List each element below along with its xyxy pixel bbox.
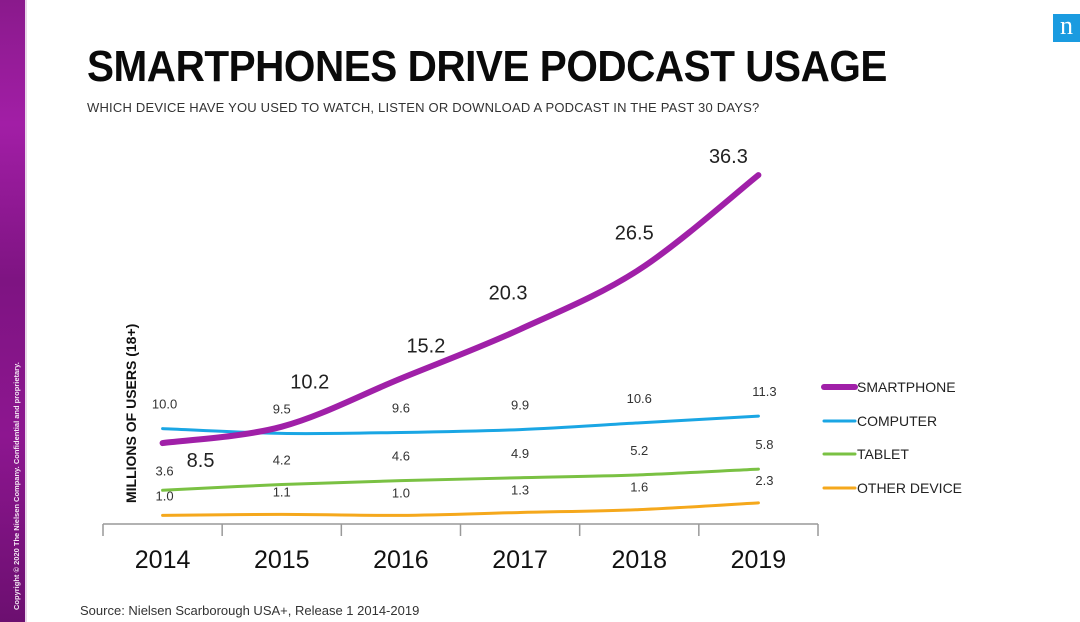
data-label-other-device: 1.0 <box>392 485 410 500</box>
x-tick-label: 2019 <box>731 546 787 574</box>
data-label-smartphone: 10.2 <box>290 372 329 394</box>
data-label-smartphone: 26.5 <box>615 223 654 245</box>
data-label-other-device: 1.6 <box>630 480 648 495</box>
x-tick-label: 2014 <box>135 546 191 574</box>
x-tick-label: 2016 <box>373 546 429 574</box>
data-label-other-device: 2.3 <box>755 473 773 488</box>
data-label-tablet: 4.6 <box>392 449 410 464</box>
legend-item-other-device: OTHER DEVICE <box>822 480 962 496</box>
data-label-computer: 11.3 <box>752 384 776 399</box>
x-axis: 2014 2015 2016 2017 2018 2019 <box>102 523 819 574</box>
series-line-computer <box>161 414 760 436</box>
chart-title: SMARTPHONES DRIVE PODCAST USAGE <box>87 42 887 91</box>
data-label-other-device: 1.0 <box>156 488 174 503</box>
data-label-tablet: 4.2 <box>273 453 291 468</box>
y-axis-label: MILLIONS OF USERS (18+) <box>123 324 139 503</box>
data-label-smartphone: 15.2 <box>406 335 445 357</box>
data-label-tablet: 5.2 <box>630 443 648 458</box>
legend-item-smartphone: SMARTPHONE <box>821 379 956 395</box>
data-label-smartphone: 20.3 <box>489 282 528 304</box>
series-line-other-device <box>161 501 760 517</box>
data-label-computer: 9.6 <box>392 400 410 415</box>
x-tick-label: 2015 <box>254 546 310 574</box>
nielsen-logo-icon: n <box>1053 13 1080 42</box>
data-label-smartphone: 36.3 <box>709 146 748 168</box>
data-label-computer: 9.5 <box>273 401 291 416</box>
legend: SMARTPHONE COMPUTER TABLET OTHER DEVICE <box>821 379 962 496</box>
data-label-other-device: 1.1 <box>273 484 291 499</box>
brand-sidebar <box>0 0 25 622</box>
legend-label: TABLET <box>857 446 909 462</box>
data-label-tablet: 3.6 <box>156 463 174 478</box>
source-note: Source: Nielsen Scarborough USA+, Releas… <box>80 603 420 618</box>
series-lines <box>159 172 762 517</box>
data-label-smartphone: 8.5 <box>187 450 215 472</box>
data-label-computer: 10.6 <box>627 391 652 406</box>
data-label-tablet: 5.8 <box>755 437 773 452</box>
series-line-smartphone <box>159 172 762 447</box>
legend-label: COMPUTER <box>857 413 937 429</box>
data-label-other-device: 1.3 <box>511 482 529 497</box>
data-label-computer: 10.0 <box>152 397 177 412</box>
x-tick-label: 2018 <box>611 546 667 574</box>
x-tick-label: 2017 <box>492 546 548 574</box>
data-labels: 8.5 10.2 15.2 20.3 26.5 36.3 10.0 9.5 9.6 9.9 10.6… <box>152 146 777 503</box>
legend-item-tablet: TABLET <box>822 446 909 462</box>
series-line-tablet <box>161 467 760 492</box>
sidebar-edge <box>25 0 27 622</box>
chart-subtitle: WHICH DEVICE HAVE YOU USED TO WATCH, LIS… <box>87 100 760 115</box>
legend-label: SMARTPHONE <box>857 379 956 395</box>
legend-label: OTHER DEVICE <box>857 480 962 496</box>
data-label-tablet: 4.9 <box>511 446 529 461</box>
legend-item-computer: COMPUTER <box>822 413 937 429</box>
data-label-computer: 9.9 <box>511 398 529 413</box>
